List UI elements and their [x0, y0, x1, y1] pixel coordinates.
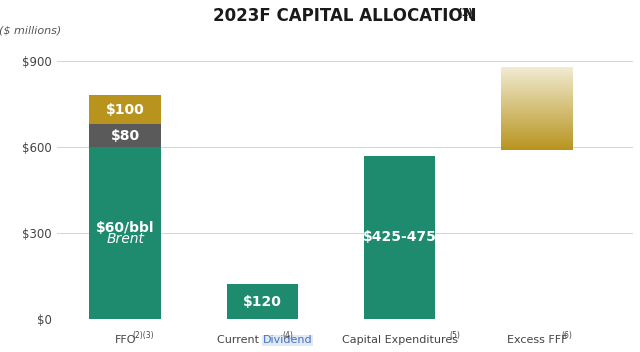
Bar	[501, 107, 573, 108]
Text: (4): (4)	[282, 331, 293, 340]
Bar	[501, 147, 573, 149]
Bar	[90, 124, 161, 147]
Bar	[501, 68, 573, 70]
Bar	[501, 67, 573, 68]
Bar	[501, 90, 573, 92]
Bar	[501, 99, 573, 100]
Bar	[501, 119, 573, 121]
Bar	[501, 74, 573, 75]
Bar	[501, 126, 573, 128]
Bar	[501, 111, 573, 113]
Bar	[501, 94, 573, 96]
Bar	[227, 284, 298, 319]
Bar	[501, 85, 573, 86]
Bar	[501, 97, 573, 99]
Text: Capital Expenditures: Capital Expenditures	[342, 335, 458, 345]
Bar	[501, 134, 573, 136]
Text: Excess FFF: Excess FFF	[507, 335, 567, 345]
Bar	[501, 86, 573, 88]
Text: (5): (5)	[449, 331, 460, 340]
Bar	[501, 76, 573, 78]
Bar	[501, 137, 573, 139]
Bar	[501, 133, 573, 134]
Bar	[501, 118, 573, 119]
Text: $60/bbl: $60/bbl	[96, 221, 154, 235]
Text: Dividend: Dividend	[262, 335, 312, 345]
Bar	[501, 121, 573, 122]
Bar	[501, 122, 573, 124]
Bar	[501, 71, 573, 73]
Bar	[501, 131, 573, 132]
Text: (1): (1)	[457, 8, 473, 18]
Bar	[501, 143, 573, 144]
Text: (2)(3): (2)(3)	[132, 331, 154, 340]
Bar	[501, 108, 573, 110]
Bar	[501, 115, 573, 117]
Bar	[501, 140, 573, 142]
Text: (6): (6)	[562, 331, 573, 340]
Bar	[501, 75, 573, 76]
Bar	[501, 88, 573, 89]
Bar	[501, 73, 573, 74]
Bar	[501, 101, 573, 103]
Text: 2023F CAPITAL ALLOCATION: 2023F CAPITAL ALLOCATION	[213, 7, 477, 25]
Bar	[501, 82, 573, 83]
Bar	[501, 89, 573, 90]
Bar	[501, 110, 573, 111]
Bar	[501, 100, 573, 101]
Bar	[501, 146, 573, 147]
Bar	[501, 78, 573, 79]
Text: $120: $120	[243, 295, 282, 309]
Bar	[501, 104, 573, 106]
Bar	[501, 103, 573, 104]
Text: $80: $80	[111, 128, 140, 143]
Bar	[501, 139, 573, 140]
Bar	[501, 149, 573, 150]
Text: FFO: FFO	[115, 335, 136, 345]
Bar	[501, 129, 573, 131]
Bar	[501, 144, 573, 146]
Bar	[501, 128, 573, 129]
Text: Current: Current	[217, 335, 262, 345]
Text: $425-475: $425-475	[363, 230, 436, 244]
Bar	[364, 156, 435, 319]
Bar	[501, 132, 573, 133]
Bar	[501, 96, 573, 97]
Bar	[501, 117, 573, 118]
Bar	[501, 113, 573, 114]
Bar	[501, 81, 573, 82]
Bar	[501, 93, 573, 94]
Bar	[90, 95, 161, 124]
Bar	[501, 92, 573, 93]
Text: $100: $100	[106, 103, 145, 117]
Bar	[501, 125, 573, 126]
Bar	[501, 83, 573, 85]
Bar	[501, 79, 573, 81]
Bar	[501, 106, 573, 107]
Bar	[501, 114, 573, 115]
Bar	[90, 147, 161, 319]
Bar	[501, 70, 573, 71]
Bar	[501, 142, 573, 143]
Text: Brent: Brent	[106, 232, 144, 246]
Text: ($ millions): ($ millions)	[0, 26, 61, 36]
Bar	[501, 136, 573, 137]
Bar	[501, 124, 573, 125]
